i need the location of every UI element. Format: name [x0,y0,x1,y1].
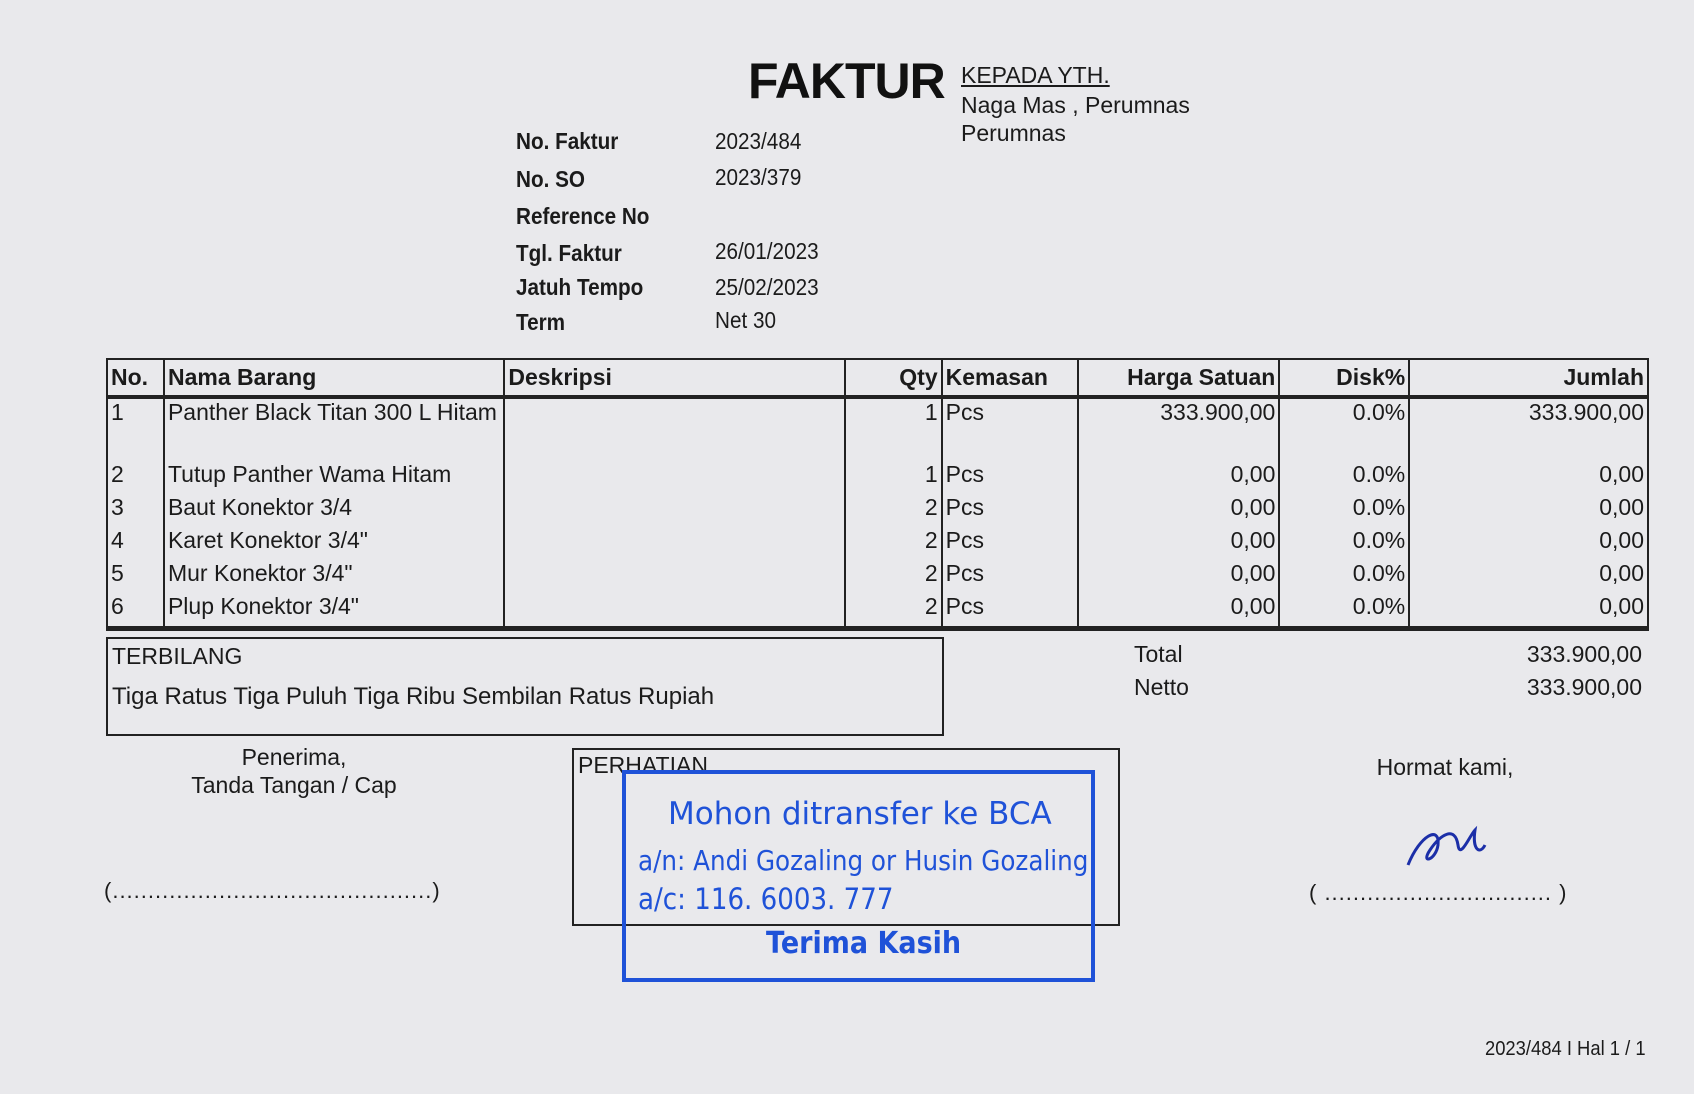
cell-no: 2 [106,461,165,494]
table-row: 4 Karet Konektor 3/4" 2 Pcs 0,00 0.0% 0,00 [106,527,1649,560]
recipient-name: Naga Mas , Perumnas [961,92,1190,118]
cell-no: 6 [106,593,165,631]
terbilang-box: TERBILANG Tiga Ratus Tiga Puluh Tiga Rib… [106,637,944,736]
cell-deskripsi [503,461,846,494]
items-table: No. Nama Barang Deskripsi Qty Kemasan Ha… [106,358,1649,631]
cell-nama-barang: Baut Konektor 3/4 [162,494,506,527]
table-header: No. Nama Barang Deskripsi Qty Kemasan Ha… [106,358,1649,399]
cell-kemasan: Pcs [940,593,1079,631]
terbilang-text: Tiga Ratus Tiga Puluh Tiga Ribu Sembilan… [112,683,715,710]
cell-jumlah: 0,00 [1408,527,1649,560]
cell-harga-satuan: 0,00 [1076,560,1281,593]
receiver-sign-caption: Tanda Tangan / Cap [191,772,397,798]
cell-harga-satuan: 0,00 [1076,494,1281,527]
stamp-line: Terima Kasih [766,926,962,961]
receiver-label: Penerima, [241,744,347,770]
page-footer: 2023/484 I Hal 1 / 1 [1485,1038,1646,1060]
meta-label: Tgl. Faktur [516,240,622,266]
meta-label: No. SO [516,166,586,192]
cell-harga-satuan: 0,00 [1076,527,1281,560]
cell-kemasan: Pcs [940,397,1079,461]
terbilang-label: TERBILANG [112,643,243,669]
cell-no: 5 [106,560,165,593]
cell-jumlah: 0,00 [1408,494,1649,527]
cell-harga-satuan: 0,00 [1076,461,1281,494]
cell-nama-barang: Mur Konektor 3/4" [162,560,506,593]
cell-disk: 0.0% [1278,494,1411,527]
meta-value: Net 30 [715,307,776,333]
netto-label: Netto [1134,674,1189,700]
table-row: 5 Mur Konektor 3/4" 2 Pcs 0,00 0.0% 0,00 [106,560,1649,593]
cell-disk: 0.0% [1278,593,1411,631]
cell-no: 4 [106,527,165,560]
cell-kemasan: Pcs [940,494,1079,527]
cell-harga-satuan: 333.900,00 [1076,397,1281,461]
total-value: 333.900,00 [1526,641,1642,667]
total-label: Total [1134,641,1183,667]
meta-label: No. Faktur [516,128,619,154]
recipient-address: Perumnas [961,120,1066,146]
cell-kemasan: Pcs [940,527,1079,560]
col-jumlah: Jumlah [1408,358,1649,399]
receiver-sign-line: (.......................................… [104,878,441,903]
cell-nama-barang: Plup Konektor 3/4" [162,593,506,631]
table-row: 6 Plup Konektor 3/4" 2 Pcs 0,00 0.0% 0,00 [106,593,1649,631]
cell-jumlah: 0,00 [1408,560,1649,593]
cell-deskripsi [503,397,846,461]
payment-stamp: Mohon ditransfer ke BCA a/n: Andi Gozali… [622,770,1095,982]
col-harga-satuan: Harga Satuan [1076,358,1281,399]
sender-label: Hormat kami, [1376,754,1514,780]
recipient-label: KEPADA YTH. [961,62,1110,88]
cell-deskripsi [503,593,846,631]
cell-nama-barang: Tutup Panther Wama Hitam [162,461,506,494]
meta-label: Term [516,309,566,335]
table-row: 3 Baut Konektor 3/4 2 Pcs 0,00 0.0% 0,00 [106,494,1649,527]
cell-kemasan: Pcs [940,461,1079,494]
cell-qty: 2 [843,527,943,560]
cell-no: 3 [106,494,165,527]
cell-disk: 0.0% [1278,527,1411,560]
cell-disk: 0.0% [1278,560,1411,593]
signature-icon [1406,825,1487,866]
netto-value: 333.900,00 [1526,674,1642,700]
sender-sign-line: ( ................................ ) [1309,880,1568,905]
cell-deskripsi [503,560,846,593]
col-disk: Disk% [1278,358,1411,399]
col-no: No. [106,358,165,399]
col-kemasan: Kemasan [940,358,1079,399]
cell-qty: 1 [843,461,943,494]
cell-jumlah: 0,00 [1408,461,1649,494]
cell-jumlah: 0,00 [1408,593,1649,631]
table-row: 2 Tutup Panther Wama Hitam 1 Pcs 0,00 0.0% 0,0… [106,461,1649,494]
cell-disk: 0.0% [1278,461,1411,494]
cell-qty: 1 [843,397,943,461]
cell-harga-satuan: 0,00 [1076,593,1281,631]
meta-label: Jatuh Tempo [516,274,644,300]
meta-value: 2023/379 [715,164,802,190]
col-nama-barang: Nama Barang [162,358,506,399]
meta-value: 26/01/2023 [715,238,819,264]
stamp-line: a/n: Andi Gozaling or Husin Gozaling [638,844,1089,877]
cell-qty: 2 [843,560,943,593]
cell-nama-barang: Karet Konektor 3/4" [162,527,506,560]
meta-label: Reference No [516,203,650,229]
cell-deskripsi [503,527,846,560]
cell-no: 1 [106,397,165,461]
stamp-line: a/c: 116. 6003. 777 [638,882,894,916]
cell-jumlah: 333.900,00 [1408,397,1649,461]
stamp-line: Mohon ditransfer ke BCA [668,796,1052,832]
cell-qty: 2 [843,593,943,631]
col-qty: Qty [843,358,943,399]
meta-value: 2023/484 [715,128,802,154]
cell-kemasan: Pcs [940,560,1079,593]
cell-disk: 0.0% [1278,397,1411,461]
col-deskripsi: Deskripsi [503,358,846,399]
document-title: FAKTUR [748,53,946,109]
meta-value: 25/02/2023 [715,274,819,300]
cell-nama-barang: Panther Black Titan 300 L Hitam [162,397,506,461]
cell-qty: 2 [843,494,943,527]
cell-deskripsi [503,494,846,527]
table-row: 1 Panther Black Titan 300 L Hitam 1 Pcs 333.… [106,397,1649,461]
